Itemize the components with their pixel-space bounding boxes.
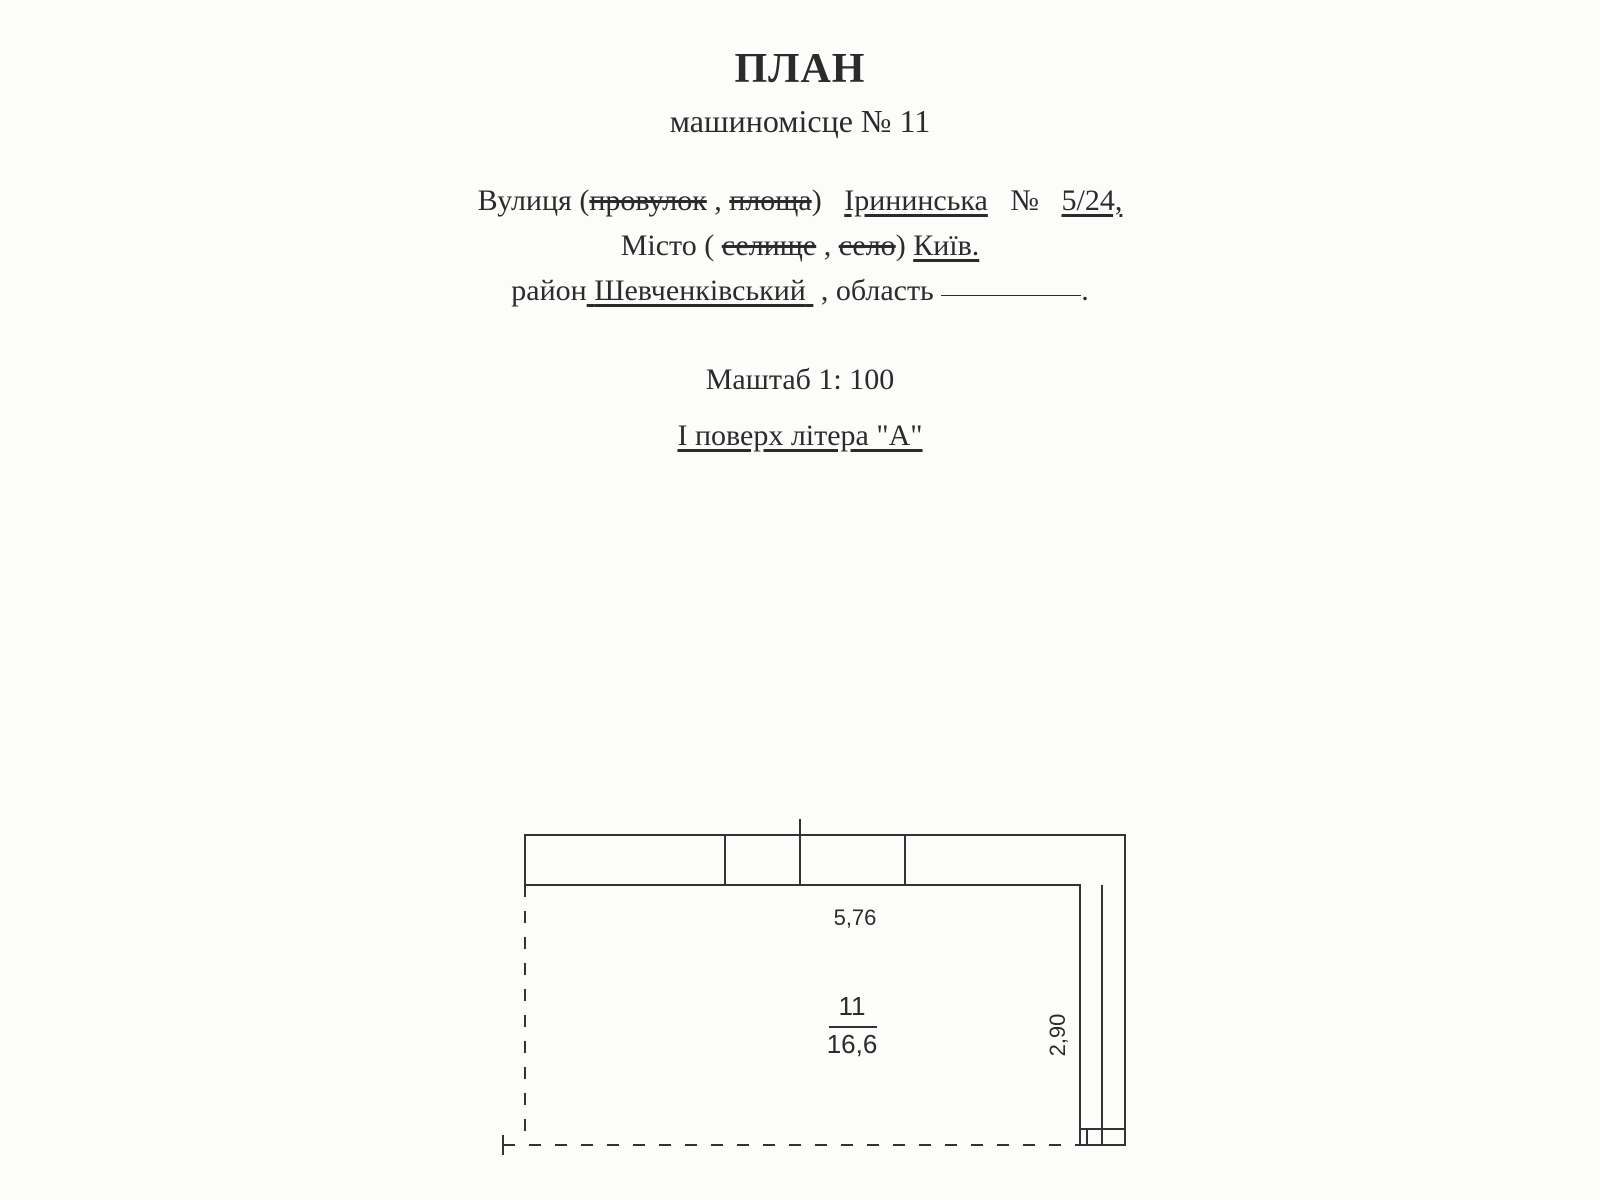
number-symbol: № xyxy=(1010,184,1039,217)
trailing-dot: . xyxy=(1081,274,1089,307)
svg-text:5,76: 5,76 xyxy=(834,905,877,930)
svg-text:2,90: 2,90 xyxy=(1045,1014,1070,1057)
title: ПЛАН xyxy=(0,45,1600,93)
unit-number: 11 xyxy=(899,103,930,139)
region-label: , область xyxy=(821,274,934,307)
city-label: Місто xyxy=(621,229,697,262)
street-label: Вулиця xyxy=(478,184,572,217)
district-label: район xyxy=(511,274,586,307)
city-opt-village: село xyxy=(839,229,896,262)
floor-label: I поверх літера "А" xyxy=(0,419,1600,453)
city-opt-settlement: селище xyxy=(722,229,816,262)
scale-label: Маштаб 1: 100 xyxy=(0,363,1600,397)
subtitle-prefix: машиномісце № xyxy=(670,103,892,139)
street-name: Ірининська xyxy=(844,184,988,217)
address-line-district: район Шевченківський , область . xyxy=(0,268,1600,313)
address-line-city: Місто ( селище , село) Київ. xyxy=(0,223,1600,268)
address-line-street: Вулиця (провулок , площа) Ірининська № 5… xyxy=(0,178,1600,223)
floorplan: 5,76 2,90 11 16,6 xyxy=(525,835,1125,1165)
address-block: Вулиця (провулок , площа) Ірининська № 5… xyxy=(0,178,1600,313)
street-opt-square: площа xyxy=(729,184,811,217)
svg-text:16,6: 16,6 xyxy=(827,1029,878,1059)
district-name: Шевченківський xyxy=(594,274,806,307)
street-opt-lane: провулок xyxy=(589,184,706,217)
subtitle: машиномісце № 11 xyxy=(0,103,1600,140)
city-name: Київ. xyxy=(913,229,979,262)
house-number: 5/24, xyxy=(1062,184,1123,217)
region-blank xyxy=(941,295,1081,296)
svg-text:11: 11 xyxy=(839,991,866,1021)
